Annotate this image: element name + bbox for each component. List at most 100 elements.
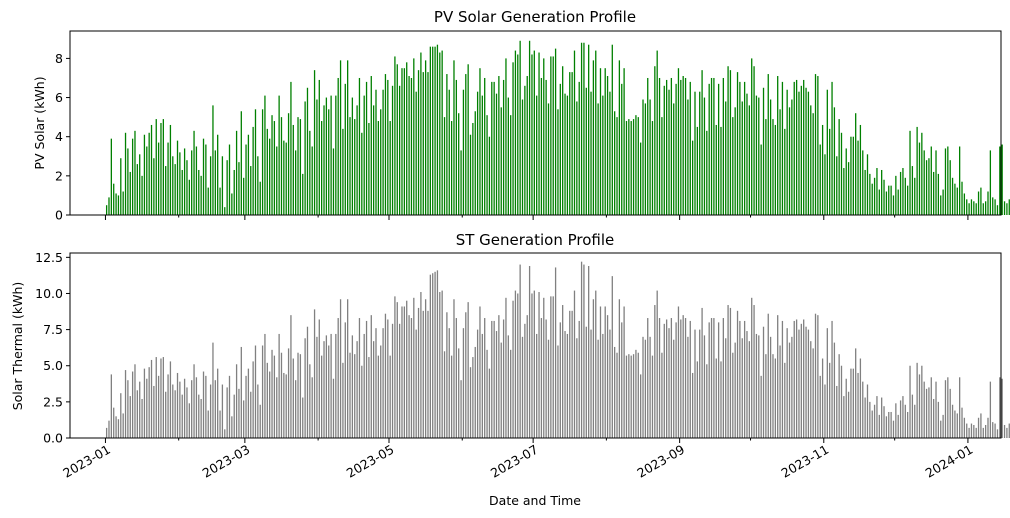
bar [455,318,457,438]
bar [850,368,852,439]
bar [583,264,585,438]
bar [881,397,883,438]
bar [878,414,880,439]
bar [769,99,772,215]
bar [131,138,134,215]
bar [751,58,753,216]
bar [276,146,278,215]
bar [120,393,122,438]
bar [441,50,443,215]
bar [375,328,377,438]
bar [930,146,932,215]
bar [205,375,207,438]
bar [845,378,847,438]
bar [389,121,391,215]
bar [179,381,181,438]
bar [172,156,174,215]
bar [675,83,677,215]
bar [531,293,533,438]
bar [375,89,377,215]
bar [127,148,129,215]
bar [876,396,878,438]
bar [824,154,826,215]
bar [533,290,535,438]
bar [810,105,812,215]
bar [493,320,495,438]
bar [670,77,673,215]
bar [753,66,755,215]
bar [625,355,628,438]
bar [486,115,488,215]
bar [285,142,287,215]
bar [254,109,257,215]
bar [734,107,736,215]
bar [694,329,696,438]
bar [417,70,420,216]
bar [297,352,299,438]
bar [557,109,559,215]
bar [257,384,259,438]
bar [136,164,138,215]
bar [186,387,188,438]
bar [559,83,561,215]
bar [181,169,183,215]
bar [507,97,509,215]
bar [673,103,675,215]
bar [784,362,786,438]
bar [706,130,708,215]
bar [1008,423,1010,438]
bar [510,115,512,215]
bar [675,322,677,439]
bar [169,361,172,438]
bar [588,266,590,438]
bar [975,203,977,215]
bar [413,58,415,216]
bar [427,72,429,215]
bar [502,79,505,215]
bar [852,368,854,439]
bar [774,124,776,215]
bar [328,109,330,215]
bar [113,183,115,215]
bar [134,364,136,438]
bar [356,341,358,438]
bar [590,91,592,215]
bar [299,119,302,215]
bar [658,77,661,215]
bar [365,320,368,438]
bar [774,358,776,438]
bar [892,420,895,438]
bar [994,423,996,438]
bar [654,305,656,438]
bar [907,185,909,215]
bar [637,117,639,215]
bar [897,189,899,215]
bar [727,66,729,215]
bar [812,113,814,215]
bar [384,313,387,438]
bar [172,384,174,438]
bar [153,385,155,438]
bar [202,371,205,438]
bar [736,310,739,438]
bar [552,296,554,438]
bar [888,411,890,438]
bar [890,185,892,215]
bar [810,341,812,438]
bar [973,201,975,215]
bar [557,345,559,438]
bar [691,372,694,438]
bar [143,368,146,439]
bar [649,336,651,438]
bar [179,152,181,215]
bar [432,46,434,215]
bar [606,76,609,216]
bar [684,77,687,215]
bar [221,156,224,215]
bar [836,385,838,438]
bar [878,189,880,215]
bar [462,89,465,215]
bar [261,345,264,438]
bar [481,333,483,438]
bar [117,195,120,215]
